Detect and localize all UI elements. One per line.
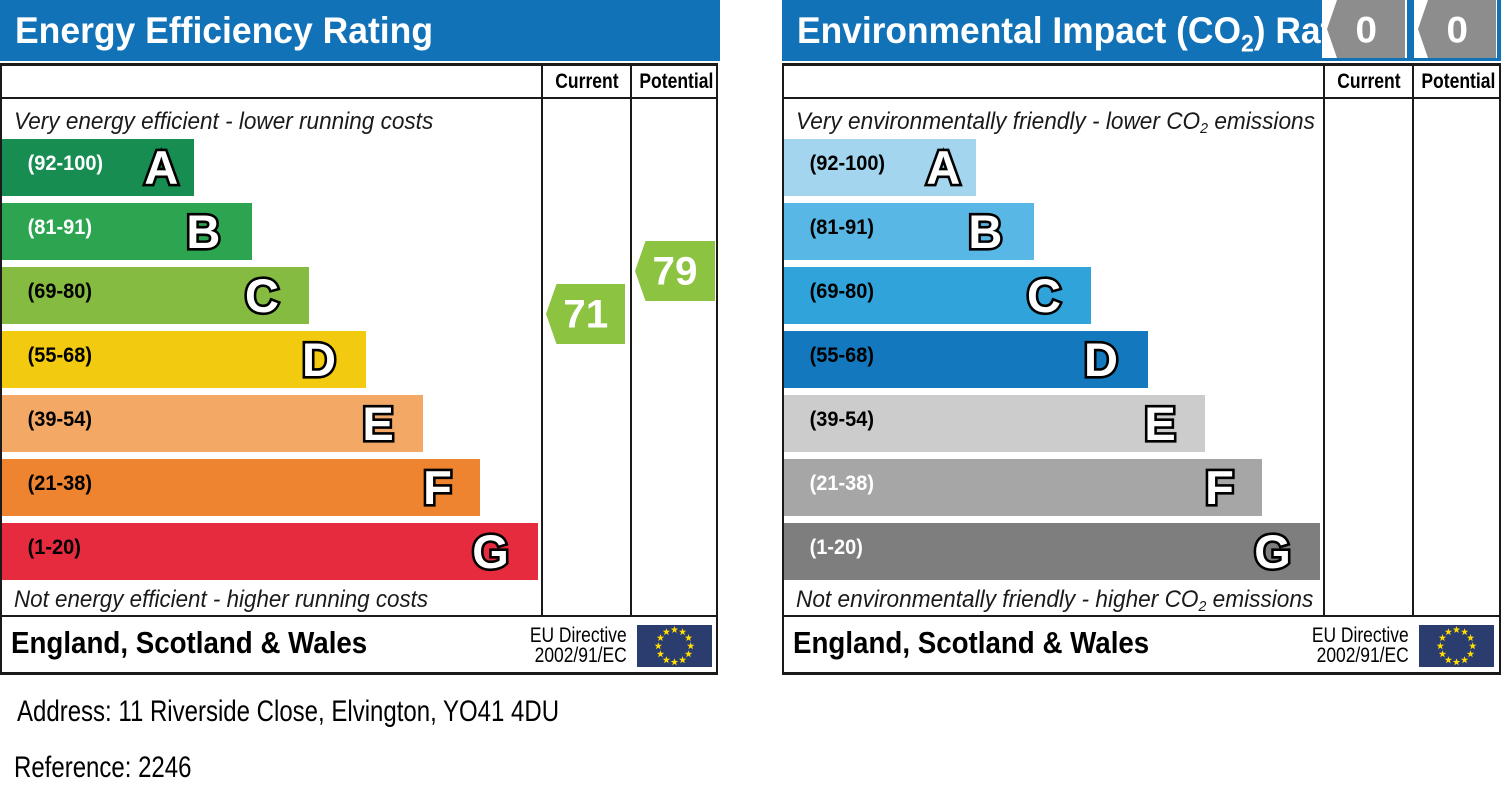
svg-text:79: 79 (653, 250, 698, 294)
svg-text:71: 71 (563, 293, 608, 337)
svg-text:0: 0 (1446, 10, 1468, 51)
svg-text:0: 0 (1355, 10, 1377, 51)
